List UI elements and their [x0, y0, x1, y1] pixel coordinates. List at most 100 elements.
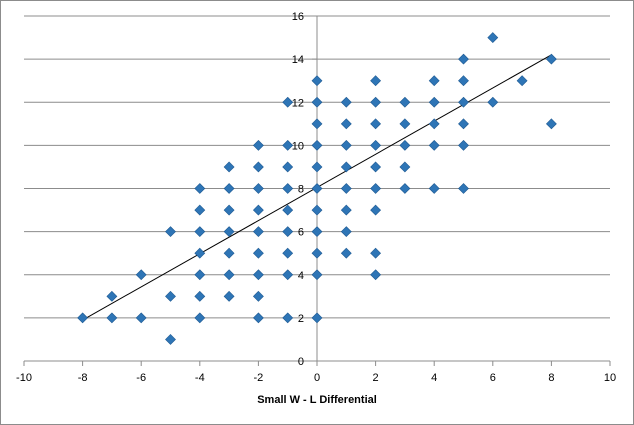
data-point	[194, 269, 206, 281]
data-point	[165, 290, 176, 302]
data-point	[282, 183, 294, 194]
y-tick-label: 10	[292, 140, 304, 152]
data-point	[311, 312, 323, 324]
x-tick-label: -2	[254, 372, 264, 384]
data-point	[340, 161, 352, 173]
x-tick-label: 0	[314, 372, 320, 384]
data-point	[282, 269, 294, 281]
data-point	[252, 161, 264, 173]
data-points	[77, 32, 557, 345]
y-tick-label: 12	[292, 97, 304, 109]
data-point	[282, 139, 294, 151]
y-tick-label: 14	[292, 54, 304, 66]
y-tick-label: 16	[292, 11, 304, 23]
data-point	[252, 183, 264, 194]
data-point	[252, 247, 264, 259]
y-tick-label: 6	[298, 227, 304, 239]
data-point	[340, 226, 352, 238]
data-point	[340, 204, 352, 216]
data-point	[194, 226, 206, 238]
data-point	[428, 96, 440, 108]
data-point	[487, 96, 499, 108]
tick-labels: -10 -8 -6 -4 -2 0 2 4 6 8 10 0 2 4 6 8 10 12 14 16	[16, 11, 616, 384]
data-point	[194, 290, 206, 302]
data-point	[282, 247, 294, 259]
y-tick-label: 0	[298, 356, 304, 368]
data-point	[370, 75, 382, 87]
data-point	[458, 53, 469, 65]
x-axis-title: Small W - L Differential	[257, 394, 377, 406]
x-tick-label: 8	[548, 372, 554, 384]
data-point	[370, 139, 382, 151]
data-point	[252, 204, 264, 216]
data-point	[370, 183, 382, 194]
x-tick-label: -6	[136, 372, 146, 384]
data-point	[106, 312, 118, 324]
data-point	[428, 75, 440, 87]
data-point	[282, 161, 294, 173]
data-point	[165, 226, 176, 238]
data-point	[399, 139, 411, 151]
data-point	[135, 312, 147, 324]
data-point	[311, 247, 323, 259]
data-point	[252, 269, 264, 281]
x-tick-label: 4	[431, 372, 437, 384]
x-tick-label: 10	[604, 372, 616, 384]
y-tick-label: 8	[298, 184, 304, 196]
data-point	[340, 96, 352, 108]
data-point	[399, 161, 411, 173]
data-point	[223, 247, 235, 259]
data-point	[223, 269, 235, 281]
data-point	[223, 161, 235, 173]
data-point	[311, 75, 323, 87]
data-point	[311, 183, 323, 194]
data-point	[282, 96, 294, 108]
data-point	[340, 183, 352, 194]
data-point	[370, 96, 382, 108]
data-point	[311, 204, 323, 216]
data-point	[340, 139, 352, 151]
data-point	[487, 32, 499, 43]
data-point	[223, 204, 235, 216]
data-point	[516, 75, 528, 87]
data-point	[340, 247, 352, 259]
data-point	[282, 312, 294, 324]
x-tick-label: -10	[16, 372, 32, 384]
data-point	[252, 226, 264, 238]
data-point	[545, 118, 557, 130]
data-point	[165, 334, 176, 345]
data-point	[399, 96, 411, 108]
data-point	[223, 226, 235, 238]
data-point	[458, 183, 469, 194]
data-point	[282, 204, 294, 216]
x-tick-label: 6	[490, 372, 496, 384]
data-point	[135, 269, 147, 281]
data-point	[370, 118, 382, 130]
data-point	[282, 226, 294, 238]
data-point	[311, 161, 323, 173]
data-point	[311, 118, 323, 130]
data-point	[428, 139, 440, 151]
data-point	[458, 96, 469, 108]
data-point	[77, 312, 89, 324]
y-tick-label: 4	[298, 270, 304, 282]
x-tick-label: 2	[373, 372, 379, 384]
y-tick-label: 2	[298, 313, 304, 325]
data-point	[223, 183, 235, 194]
data-point	[311, 269, 323, 281]
data-point	[311, 226, 323, 238]
data-point	[370, 204, 382, 216]
data-point	[428, 183, 440, 194]
data-point	[545, 53, 557, 65]
data-point	[194, 183, 206, 194]
data-point	[458, 118, 469, 130]
data-point	[428, 118, 440, 130]
data-point	[458, 75, 469, 87]
data-point	[194, 204, 206, 216]
data-point	[458, 139, 469, 151]
data-point	[194, 312, 206, 324]
data-point	[252, 312, 264, 324]
data-point	[340, 118, 352, 130]
data-point	[311, 96, 323, 108]
